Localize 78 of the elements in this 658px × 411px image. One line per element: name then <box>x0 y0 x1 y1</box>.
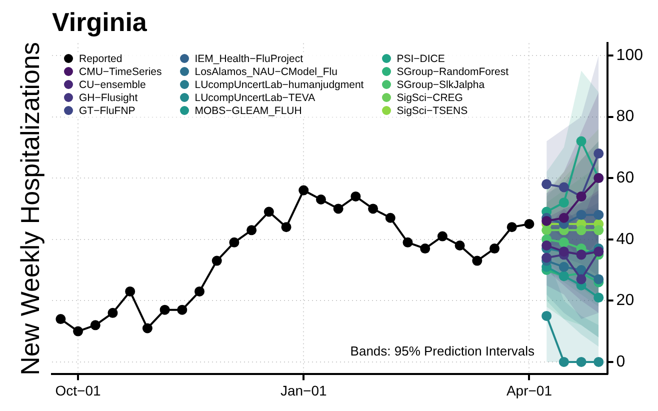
point <box>420 244 430 254</box>
point <box>177 304 188 315</box>
point <box>264 206 274 217</box>
point <box>368 204 378 214</box>
point <box>542 310 552 321</box>
point <box>56 314 66 324</box>
point <box>558 198 569 208</box>
point <box>229 237 240 248</box>
point <box>542 179 552 190</box>
point <box>385 212 396 223</box>
point <box>108 308 118 318</box>
point <box>437 231 448 242</box>
chart-title: Virginia <box>52 6 148 37</box>
point <box>558 182 569 192</box>
point <box>490 244 500 254</box>
x-tick-label: Oct−01 <box>55 382 102 398</box>
legend-label: Reported <box>79 52 122 64</box>
legend-label: LosAlamos_NAU−CModel_Flu <box>194 66 338 78</box>
point <box>576 274 586 284</box>
point <box>333 204 344 214</box>
point <box>246 225 257 236</box>
annotation: Bands: 95% Prediction Intervals <box>350 343 536 358</box>
legend-label: PSI−DICE <box>396 52 445 64</box>
legend-label: SigSci−TSENS <box>396 104 468 116</box>
point <box>402 237 413 248</box>
point <box>506 222 517 232</box>
point <box>576 136 586 146</box>
point <box>160 304 170 315</box>
point <box>472 256 482 266</box>
legend-label: LUcompUncertLab−humanjudgment <box>194 78 364 90</box>
point <box>576 225 586 236</box>
point <box>212 256 222 266</box>
point <box>316 194 326 205</box>
y-tick-label: 20 <box>616 292 634 310</box>
legend-label: CMU−TimeSeries <box>79 66 162 78</box>
point <box>558 212 569 223</box>
point <box>194 286 205 296</box>
point <box>350 191 361 202</box>
point <box>524 219 534 230</box>
point <box>542 240 552 250</box>
point <box>576 356 586 367</box>
legend-label: SGroup−SlkJalpha <box>396 78 485 90</box>
point <box>542 225 552 236</box>
legend-label: GH−Flusight <box>79 92 138 104</box>
point <box>594 210 604 220</box>
y-tick-label: 100 <box>616 46 644 64</box>
y-tick-label: 40 <box>616 230 634 248</box>
point <box>594 356 604 367</box>
point <box>542 216 552 226</box>
legend-label: CU−ensemble <box>79 78 146 90</box>
legend-label: LUcompUncertLab−TEVA <box>194 92 316 104</box>
legend-label: MOBS−GLEAM_FLUH <box>194 104 302 116</box>
point <box>90 320 100 330</box>
legend-label: GT−FluFNP <box>79 104 136 116</box>
point <box>142 323 152 334</box>
point <box>125 286 136 296</box>
point <box>454 240 465 250</box>
point <box>281 222 292 232</box>
point <box>594 274 604 284</box>
point <box>594 225 604 236</box>
point <box>594 148 604 159</box>
x-tick-label: Jan−01 <box>280 382 327 398</box>
legend-label: SGroup−RandomForest <box>396 66 508 78</box>
y-tick-label: 60 <box>616 169 634 186</box>
y-axis-title: New Weekly Hospitalizations <box>15 42 46 376</box>
legend-label: SigSci−CREG <box>396 92 463 104</box>
y-tick-label: 80 <box>616 108 634 126</box>
legend-label: IEM_Health−FluProject <box>194 52 304 64</box>
point <box>558 356 569 367</box>
point <box>558 237 569 248</box>
point <box>576 210 586 220</box>
x-tick-label: Apr−01 <box>506 382 552 398</box>
point <box>594 292 604 303</box>
point <box>298 185 309 196</box>
point <box>542 252 552 263</box>
point <box>73 326 84 336</box>
y-tick-label: 0 <box>616 353 626 370</box>
point <box>558 262 569 272</box>
